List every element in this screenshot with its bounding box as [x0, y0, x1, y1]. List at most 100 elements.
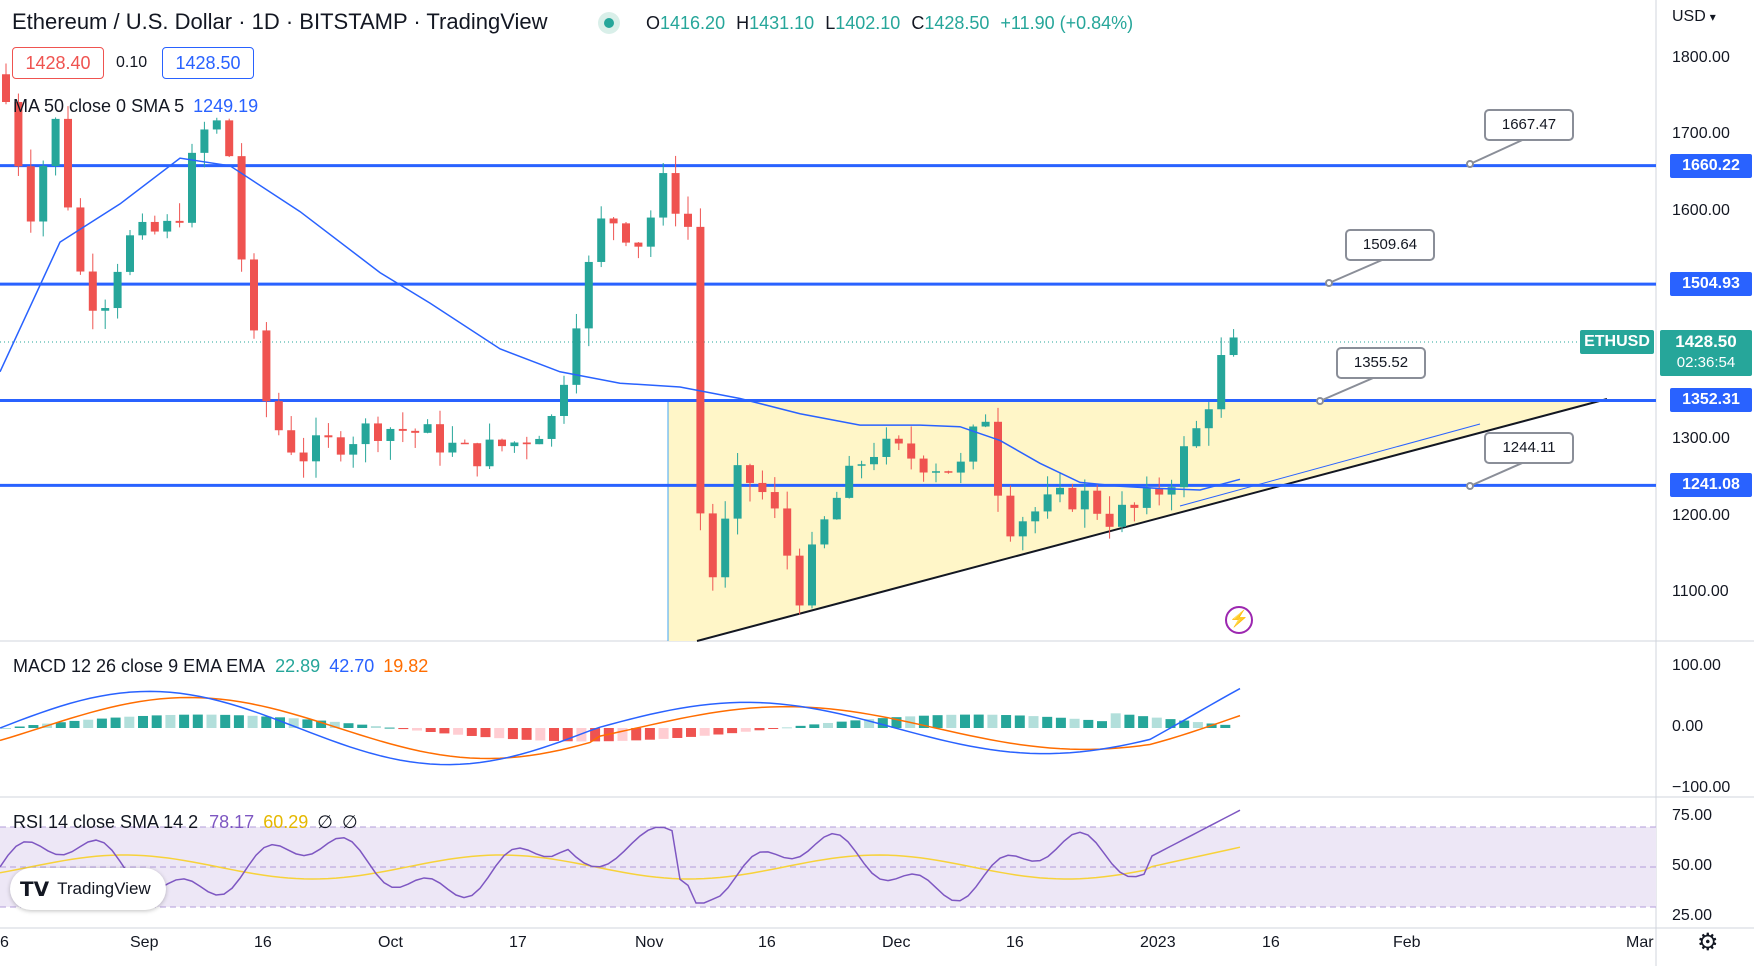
- macd-hist-value: 22.89: [275, 656, 321, 676]
- candle-body: [64, 118, 72, 208]
- rsi-axis-tick: 25.00: [1672, 907, 1713, 924]
- change-value: +11.90 (+0.84%): [1000, 13, 1134, 33]
- macd-hist-bar: [1, 728, 11, 729]
- candle-body: [287, 430, 296, 453]
- macd-hist-bar: [1014, 715, 1025, 728]
- tradingview-logo-icon: 𝗧𝗩: [20, 878, 50, 901]
- macd-hist-bar: [179, 714, 190, 728]
- callout-1244[interactable]: 1244.11: [1484, 432, 1574, 464]
- macd-hist-bar: [1220, 724, 1231, 728]
- callout-1355[interactable]: 1355.52: [1336, 347, 1426, 379]
- candle-body: [981, 421, 990, 427]
- currency-selector[interactable]: USD ▾: [1672, 8, 1716, 26]
- candle-body: [1105, 513, 1114, 527]
- candle-body: [485, 439, 494, 467]
- open-value: 1416.20: [660, 13, 726, 33]
- last-price-value: 1428.50: [1675, 332, 1737, 351]
- candle-body: [969, 426, 978, 462]
- macd-hist-bar: [1083, 719, 1094, 728]
- macd-hist-bar: [357, 724, 368, 728]
- macd-hist-bar: [590, 728, 601, 742]
- level-tag-1241: 1241.08: [1670, 473, 1752, 497]
- macd-hist-bar: [192, 714, 203, 728]
- candle-body: [758, 482, 767, 493]
- candle-body: [832, 497, 841, 520]
- candle-body: [374, 423, 382, 441]
- settings-gear-icon[interactable]: ⚙: [1697, 929, 1719, 956]
- macd-hist-bar: [28, 725, 39, 728]
- macd-hist-bar: [549, 728, 559, 741]
- macd-hist-bar: [521, 728, 532, 740]
- macd-hist-bar: [740, 728, 751, 732]
- sell-button[interactable]: 1428.40: [12, 47, 104, 79]
- price-axis-tick: 1800.00: [1672, 49, 1730, 66]
- rsi-extra2: ∅: [341, 812, 358, 832]
- price-axis-tick: 1100.00: [1672, 583, 1729, 600]
- candle-body: [1204, 409, 1213, 429]
- rsi-legend[interactable]: RSI 14 close SMA 14 2 78.17 60.29 ∅ ∅: [13, 812, 358, 833]
- callout-1667[interactable]: 1667.47: [1484, 109, 1574, 141]
- candle-body: [225, 120, 234, 157]
- macd-hist-bar: [110, 717, 121, 728]
- macd-hist-bar: [494, 728, 505, 739]
- candle-body: [423, 424, 432, 433]
- macd-hist-bar: [836, 721, 847, 728]
- macd-hist-bar: [644, 728, 655, 740]
- time-axis-label: Sep: [130, 934, 159, 951]
- market-status-icon: [598, 12, 620, 34]
- candle-body: [1217, 355, 1226, 410]
- candle-body: [1031, 511, 1040, 522]
- macd-hist-bar: [1124, 714, 1135, 728]
- bar-countdown: 02:36:54: [1676, 354, 1736, 371]
- tradingview-logo[interactable]: 𝗧𝗩 TradingView: [10, 868, 166, 910]
- macd-hist-bar: [453, 728, 464, 735]
- macd-hist-bar: [507, 728, 518, 740]
- macd-hist-bar: [439, 728, 450, 734]
- time-axis-label: Oct: [378, 934, 403, 951]
- ma-legend-label: MA 50 close 0 SMA 5: [13, 96, 185, 116]
- macd-hist-bar: [343, 723, 354, 728]
- candle-body: [857, 464, 866, 466]
- candle-body: [1130, 504, 1139, 508]
- candle-body: [150, 221, 159, 232]
- callout-anchor-1: [1325, 279, 1333, 287]
- candle-body: [386, 428, 395, 441]
- price-axis-tick: 1700.00: [1672, 125, 1730, 143]
- candle-body: [51, 118, 60, 166]
- candle-body: [746, 465, 754, 483]
- price-axis-tick: 1200.00: [1672, 506, 1730, 524]
- macd-hist-bar: [1069, 718, 1080, 728]
- low-label: L: [825, 13, 836, 33]
- callout-pointer-2: [1319, 374, 1381, 402]
- macd-legend-label: MACD 12 26 close 9 EMA EMA: [13, 656, 265, 676]
- candle-body: [1155, 488, 1164, 495]
- macd-legend[interactable]: MACD 12 26 close 9 EMA EMA 22.89 42.70 1…: [13, 656, 428, 677]
- high-value: 1431.10: [749, 13, 815, 33]
- chevron-down-icon: ▾: [1709, 10, 1716, 24]
- ma-legend[interactable]: MA 50 close 0 SMA 5 1249.19: [13, 96, 258, 117]
- macd-hist-bar: [96, 718, 107, 728]
- candle-body: [1180, 446, 1188, 488]
- candle-body: [622, 223, 630, 243]
- rsi-sma-line: [0, 846, 1241, 880]
- macd-histogram: [1, 713, 1231, 742]
- candle-body: [1043, 494, 1052, 512]
- macd-hist-bar: [329, 721, 340, 728]
- buy-button[interactable]: 1428.50: [162, 47, 254, 79]
- callout-1509[interactable]: 1509.64: [1345, 229, 1435, 261]
- macd-hist-bar: [754, 728, 765, 731]
- candle-body: [795, 555, 804, 606]
- candle-body: [460, 442, 469, 445]
- candle-body: [820, 519, 829, 545]
- candle-body: [237, 156, 246, 260]
- lightning-icon[interactable]: ⚡: [1225, 606, 1253, 634]
- macd-axis-tick: 0.00: [1672, 718, 1704, 735]
- rsi-axis-tick: 75.00: [1672, 807, 1713, 824]
- macd-hist-bar: [699, 728, 710, 736]
- candle-body: [783, 508, 792, 556]
- candle-body: [733, 465, 742, 519]
- candle-body: [894, 438, 903, 444]
- candle-body: [411, 430, 420, 433]
